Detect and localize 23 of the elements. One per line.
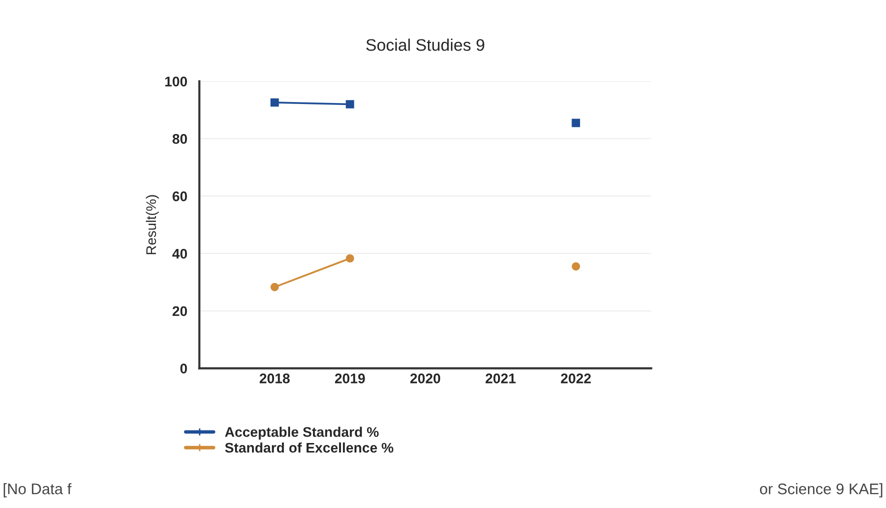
chart-title: Social Studies 9 xyxy=(366,38,484,51)
x-tick-label: 2018 xyxy=(260,374,290,384)
text: or Science 9 KAE] xyxy=(760,483,882,498)
y-tick-label: 20 xyxy=(172,306,187,316)
legend-label: Acceptable Standard % xyxy=(224,426,379,440)
y-tick-label: 60 xyxy=(172,191,187,202)
legend-label: Standard of Excellence % xyxy=(225,442,394,453)
point xyxy=(572,118,580,128)
y-tick-label: 40 xyxy=(172,248,187,259)
x-tick-label: 2020 xyxy=(410,374,440,384)
y-tick-label: 0 xyxy=(180,364,187,374)
y-tick-label: 100 xyxy=(165,76,187,86)
x-tick-label: 2022 xyxy=(560,374,591,384)
x-tick-label: 2019 xyxy=(335,374,365,384)
y-tick-label: 80 xyxy=(172,134,187,144)
point xyxy=(346,100,354,108)
x-tick-label: 2021 xyxy=(486,374,516,384)
point xyxy=(270,282,279,292)
text: [No Data f xyxy=(4,483,72,498)
point xyxy=(572,262,580,271)
y-axis-title: Result(%) xyxy=(146,195,159,254)
point xyxy=(346,254,354,263)
point xyxy=(270,98,279,107)
